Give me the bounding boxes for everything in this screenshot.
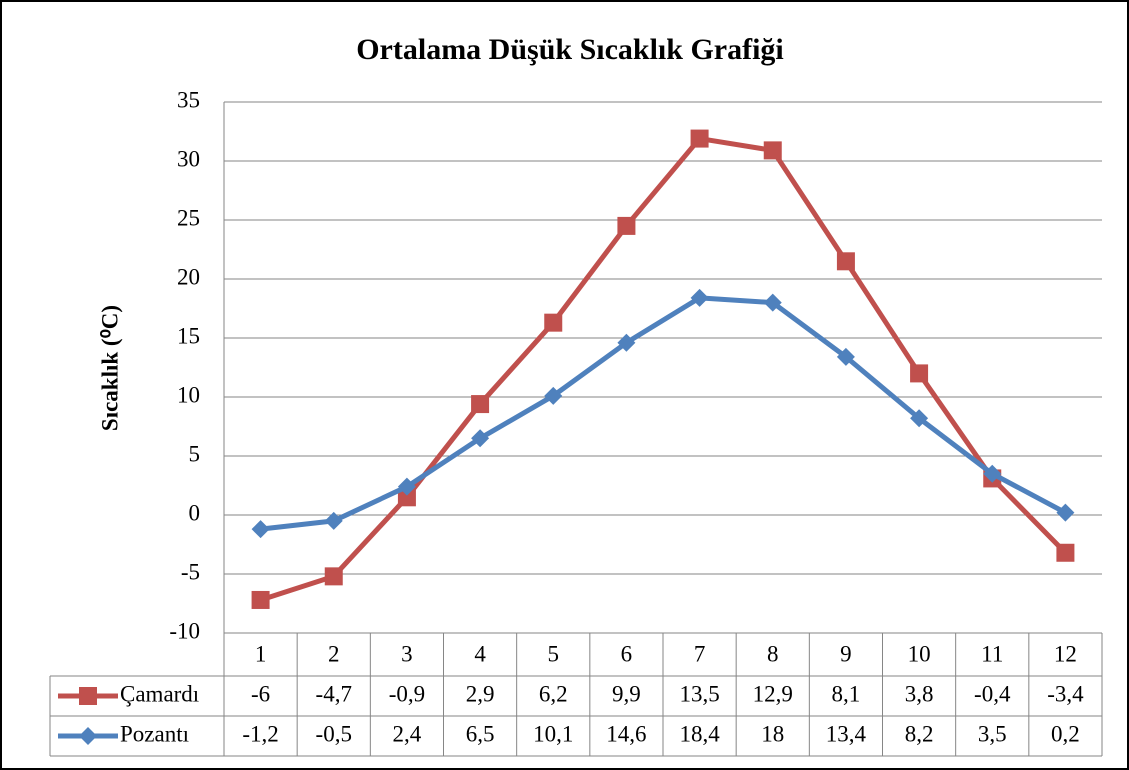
marker: [251, 520, 270, 539]
y-tick-label: -5: [181, 559, 200, 584]
marker: [79, 727, 97, 745]
x-tick-label: 12: [1054, 641, 1077, 666]
table-cell: -1,2: [242, 721, 278, 746]
table-cell: 10,1: [533, 721, 573, 746]
x-tick-label: 4: [474, 641, 486, 666]
table-cell: 14,6: [606, 721, 646, 746]
table-cell: 8,1: [832, 681, 861, 706]
table-cell: 12,9: [753, 681, 793, 706]
table-cell: 9,9: [612, 681, 641, 706]
marker: [544, 313, 563, 332]
marker: [544, 386, 563, 405]
x-tick-label: 2: [328, 641, 340, 666]
marker: [397, 488, 416, 507]
x-tick-label: 10: [908, 641, 931, 666]
marker: [397, 477, 416, 496]
marker: [324, 511, 343, 530]
legend-label: Çamardı: [120, 681, 199, 706]
table-cell: 8,2: [905, 721, 934, 746]
marker: [324, 567, 343, 586]
marker: [617, 333, 636, 352]
x-tick-label: 3: [401, 641, 413, 666]
y-tick-label: 20: [177, 264, 200, 289]
table-cell: -0,9: [389, 681, 425, 706]
marker: [1056, 503, 1075, 522]
y-tick-label: 0: [189, 500, 201, 525]
table-cell: 0,2: [1051, 721, 1080, 746]
x-tick-label: 5: [548, 641, 560, 666]
table-cell: -3,4: [1047, 681, 1084, 706]
marker: [1056, 543, 1075, 562]
marker: [79, 687, 97, 705]
x-tick-label: 8: [767, 641, 779, 666]
table-cell: 6,2: [539, 681, 568, 706]
table-cell: 2,9: [466, 681, 495, 706]
y-tick-label: 10: [177, 382, 200, 407]
x-tick-label: 9: [840, 641, 852, 666]
marker: [617, 216, 636, 235]
legend-label: Pozantı: [120, 721, 189, 746]
y-axis-label: Sıcaklık (⁰C): [97, 305, 122, 431]
marker: [471, 429, 490, 448]
table-cell: -6: [251, 681, 270, 706]
y-tick-label: 30: [177, 146, 200, 171]
x-tick-label: 11: [981, 641, 1003, 666]
series-line: [259, 136, 1068, 603]
marker: [690, 129, 709, 148]
marker: [910, 409, 929, 428]
marker: [763, 141, 782, 160]
table-cell: 18,4: [679, 721, 720, 746]
table-cell: 2,4: [393, 721, 422, 746]
table-cell: -0,5: [316, 721, 352, 746]
y-tick-label: 5: [189, 441, 201, 466]
table-cell: 3,8: [905, 681, 934, 706]
marker: [471, 395, 490, 414]
table-cell: 13,4: [826, 721, 867, 746]
marker: [690, 288, 709, 307]
marker: [251, 590, 270, 609]
y-tick-label: -10: [169, 618, 200, 643]
marker: [836, 252, 855, 271]
x-tick-label: 1: [255, 641, 267, 666]
marker: [836, 347, 855, 366]
marker: [763, 293, 782, 312]
marker: [983, 464, 1002, 483]
marker: [910, 364, 929, 383]
table-cell: -4,7: [316, 681, 352, 706]
table-cell: 13,5: [679, 681, 719, 706]
y-tick-label: 35: [177, 87, 200, 112]
table-cell: 18: [761, 721, 784, 746]
y-tick-label: 25: [177, 205, 200, 230]
table-cell: 6,5: [466, 721, 495, 746]
y-tick-label: 15: [177, 323, 200, 348]
series-line: [260, 295, 1067, 532]
x-tick-label: 7: [694, 641, 706, 666]
chart-title: Ortalama Düşük Sıcaklık Grafiği: [356, 33, 784, 66]
x-tick-label: 6: [621, 641, 633, 666]
table-cell: 3,5: [978, 721, 1007, 746]
table-cell: -0,4: [974, 681, 1011, 706]
